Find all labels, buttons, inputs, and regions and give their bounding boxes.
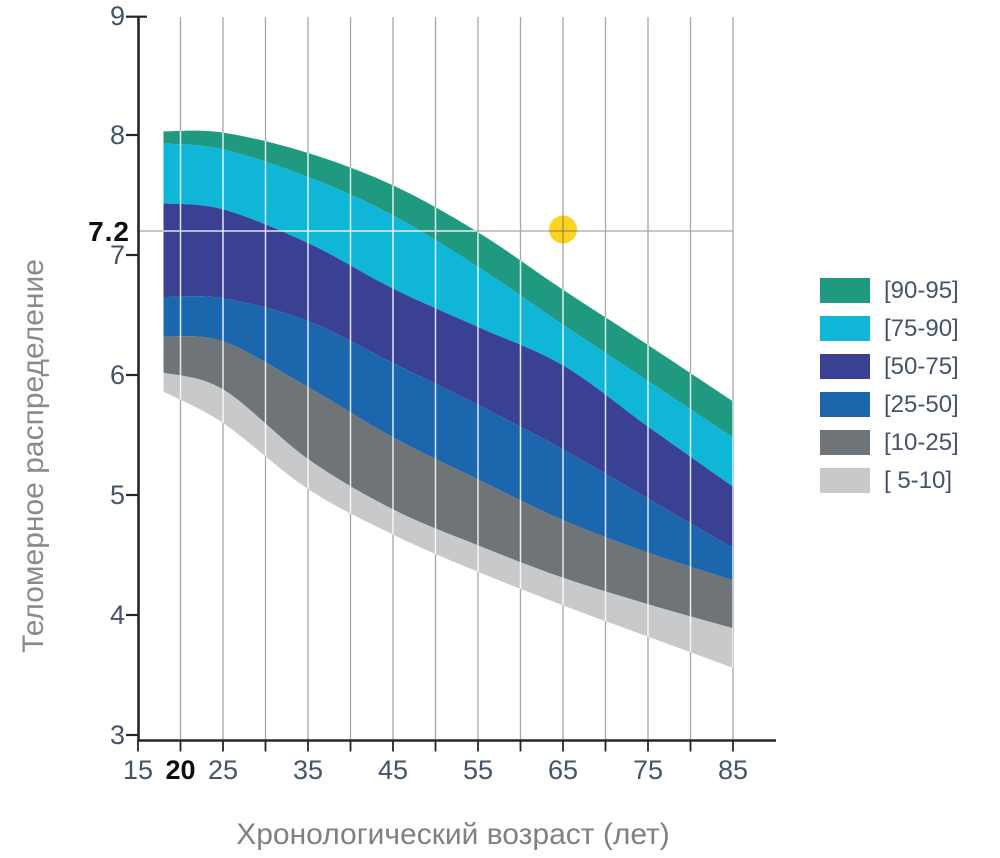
- x-tick-label: 75: [633, 755, 663, 785]
- x-tick-label: 15: [123, 755, 153, 785]
- legend-item: [ 5-10]: [820, 466, 959, 494]
- y-tick-label: 9: [110, 1, 125, 31]
- band-5-10: [163, 372, 733, 668]
- y-tick-label: 4: [110, 600, 125, 630]
- legend-label: [ 5-10]: [884, 466, 953, 494]
- x-tick-label: 65: [548, 755, 578, 785]
- legend-swatch: [820, 392, 870, 417]
- legend-swatch: [820, 468, 870, 493]
- legend-item: [90-95]: [820, 276, 959, 304]
- legend-label: [90-95]: [884, 276, 959, 304]
- legend-item: [75-90]: [820, 314, 959, 342]
- legend-item: [10-25]: [820, 428, 959, 456]
- x-tick-label: 45: [378, 755, 408, 785]
- y-tick-label: 6: [110, 360, 125, 390]
- axes: [126, 15, 776, 752]
- y-axis-title: Теломерное распределение: [17, 259, 50, 653]
- percentile-bands: [163, 130, 733, 668]
- gridlines-over-marker: [549, 215, 577, 244]
- band-75-90: [163, 143, 733, 487]
- legend-label: [50-75]: [884, 352, 959, 380]
- legend-item: [25-50]: [820, 390, 959, 418]
- legend-swatch: [820, 316, 870, 341]
- legend-label: [10-25]: [884, 428, 959, 456]
- x-tick-label: 25: [208, 755, 238, 785]
- legend-label: [25-50]: [884, 390, 959, 418]
- band-10-25: [163, 336, 733, 629]
- legend: [90-95] [75-90] [50-75] [25-50] [10-25] [ 5-1…: [820, 276, 959, 494]
- y-tick-label: 3: [110, 720, 125, 750]
- x-tick-label: 20: [165, 755, 195, 785]
- x-tick-label: 55: [463, 755, 493, 785]
- legend-swatch: [820, 430, 870, 455]
- x-tick-label: 85: [718, 755, 748, 785]
- legend-swatch: [820, 278, 870, 303]
- band-50-75: [163, 203, 733, 548]
- legend-label: [75-90]: [884, 314, 959, 342]
- x-axis-title: Хронологический возраст (лет): [236, 818, 670, 851]
- y-tick-label: 7: [110, 240, 125, 270]
- x-tick-label: 35: [293, 755, 323, 785]
- reference-value-label: 7.2: [88, 216, 130, 247]
- y-tick-label: 8: [110, 120, 125, 150]
- legend-swatch: [820, 354, 870, 379]
- y-tick-label: 5: [110, 480, 125, 510]
- legend-item: [50-75]: [820, 352, 959, 380]
- band-25-50: [163, 296, 733, 581]
